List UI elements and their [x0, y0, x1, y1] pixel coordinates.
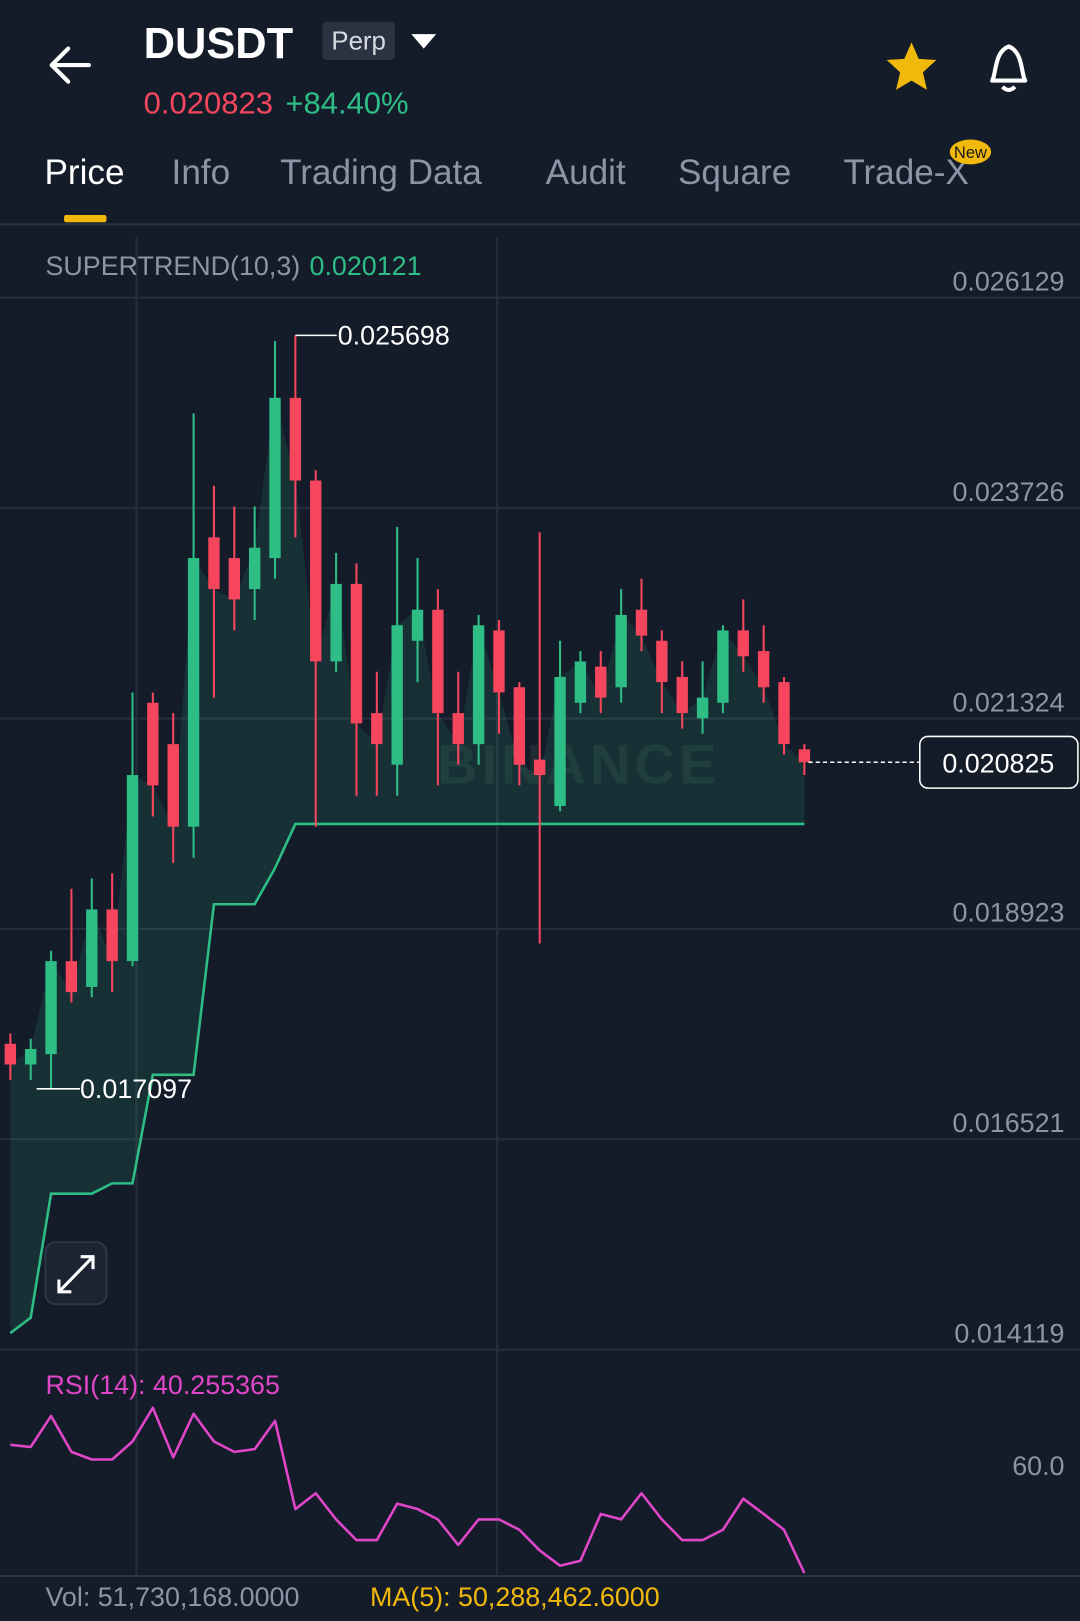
symbol: DUSDT: [144, 20, 294, 68]
max-label: 0.025698: [338, 321, 450, 351]
favorite-star[interactable]: [886, 42, 937, 90]
y-tick-label: 0.023726: [952, 477, 1064, 507]
candle-body: [717, 630, 729, 703]
candle-body: [208, 537, 220, 590]
tab[interactable]: Square: [678, 153, 791, 192]
candle-body: [696, 697, 709, 719]
candle-body: [187, 558, 200, 827]
last-price-box: [919, 735, 1079, 789]
tab[interactable]: Price: [44, 153, 124, 192]
candle-body: [371, 713, 383, 745]
new-badge-text: New: [954, 143, 987, 162]
candle-body: [330, 583, 342, 662]
last-price-label: 0.020825: [942, 749, 1054, 779]
rsi-title: RSI(14): 40.255365: [45, 1370, 279, 1400]
back-icon: [49, 46, 91, 84]
price-chart: 0.026129 0.023726 0.021324 0.018923 0.016521…: [0, 266, 1080, 1351]
candle-body: [289, 397, 302, 481]
candle-body: [534, 759, 546, 776]
y-tick-label: 0.014119: [954, 1318, 1064, 1348]
candle-body: [4, 1043, 17, 1065]
alert-bell[interactable]: [990, 44, 1028, 92]
expand-icon: [57, 1255, 95, 1294]
volume-label: Vol: 51,730,168.0000: [45, 1582, 299, 1612]
candle-body: [493, 630, 505, 693]
rsi-tick-label: 60.0: [1012, 1451, 1064, 1481]
candle-body: [554, 676, 566, 807]
tab[interactable]: Trade-X: [843, 153, 969, 192]
rsi-line: [10, 1406, 806, 1574]
candle-body: [25, 1048, 37, 1065]
y-tick-label: 0.018923: [952, 898, 1064, 928]
candle-body: [228, 558, 240, 600]
candle-body: [595, 666, 607, 698]
candle-body: [147, 702, 159, 786]
candle-body: [778, 682, 790, 745]
candle-body: [798, 749, 811, 763]
ma-label: MA(5): 50,288,462.6000: [370, 1582, 660, 1612]
candle-body: [126, 775, 139, 962]
candle-body: [350, 583, 363, 724]
candle-body: [737, 630, 749, 657]
candle-body: [452, 713, 464, 745]
y-tick-label: 0.021324: [952, 687, 1064, 717]
candle-body: [472, 625, 485, 745]
tab[interactable]: Info: [172, 153, 231, 192]
price-change: +84.40%: [285, 86, 408, 121]
candle-body: [656, 640, 668, 683]
contract-type: Perp: [331, 28, 386, 56]
indicator-legend: SUPERTREND(10,3) 0.020121: [45, 251, 421, 281]
indicator-label: SUPERTREND(10,3): [45, 251, 300, 281]
candle-body: [106, 909, 118, 962]
y-tick-label: 0.026129: [952, 266, 1064, 296]
candle-body: [432, 609, 444, 714]
dropdown-icon[interactable]: [411, 34, 437, 49]
candle-body: [248, 547, 261, 590]
candle-body: [757, 651, 770, 688]
y-tick-label: 0.016521: [952, 1108, 1064, 1138]
tab[interactable]: Trading Data: [280, 153, 482, 192]
candle-body: [676, 676, 688, 714]
active-tab-indicator: [64, 214, 107, 223]
back-button[interactable]: [49, 46, 91, 84]
bell-clapper: [1001, 85, 1017, 92]
candle-body: [167, 744, 179, 827]
candle-body: [65, 961, 78, 993]
candle-body: [391, 625, 403, 765]
candle-body: [574, 661, 587, 703]
price-line: 0.020823 +84.40%: [144, 86, 409, 121]
candle-body: [45, 961, 57, 1055]
candle-body: [615, 614, 627, 688]
candle-body: [635, 609, 648, 636]
indicator-value: 0.020121: [310, 251, 422, 281]
contract-badge: [322, 21, 395, 60]
expand-button[interactable]: [44, 1241, 108, 1306]
candle-body: [411, 609, 424, 641]
bell-icon: [990, 44, 1028, 83]
candle-body: [86, 909, 98, 987]
candle-body: [513, 687, 526, 765]
min-label: 0.017097: [80, 1074, 192, 1104]
tab-bar: Price Info Trading Data Audit Square Trade-X: [44, 153, 968, 192]
candle-body: [269, 397, 281, 559]
tab[interactable]: Audit: [546, 153, 626, 192]
supertrend-line: [9, 822, 805, 1335]
supertrend-fill: [10, 397, 805, 1334]
last-price: 0.020823: [144, 86, 273, 121]
new-badge: [949, 139, 992, 165]
rsi-chart: 60.0: [10, 1406, 1064, 1574]
candle-body: [310, 480, 322, 662]
